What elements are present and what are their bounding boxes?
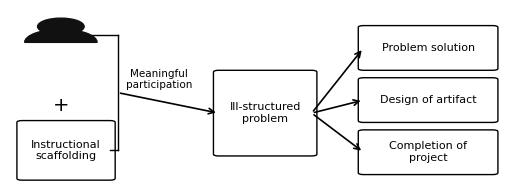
Text: Design of artifact: Design of artifact [380, 95, 476, 105]
Text: Problem solution: Problem solution [382, 43, 475, 53]
Text: Ill-structured
problem: Ill-structured problem [229, 102, 301, 124]
FancyBboxPatch shape [358, 78, 498, 122]
FancyBboxPatch shape [213, 70, 317, 156]
Text: Instructional
scaffolding: Instructional scaffolding [31, 139, 101, 161]
Circle shape [37, 18, 84, 35]
FancyBboxPatch shape [358, 26, 498, 70]
Text: +: + [53, 96, 69, 115]
Text: Meaningful
participation: Meaningful participation [126, 69, 192, 90]
FancyBboxPatch shape [17, 121, 115, 180]
Text: Completion of
project: Completion of project [389, 141, 467, 163]
Wedge shape [24, 29, 97, 42]
FancyBboxPatch shape [358, 130, 498, 175]
